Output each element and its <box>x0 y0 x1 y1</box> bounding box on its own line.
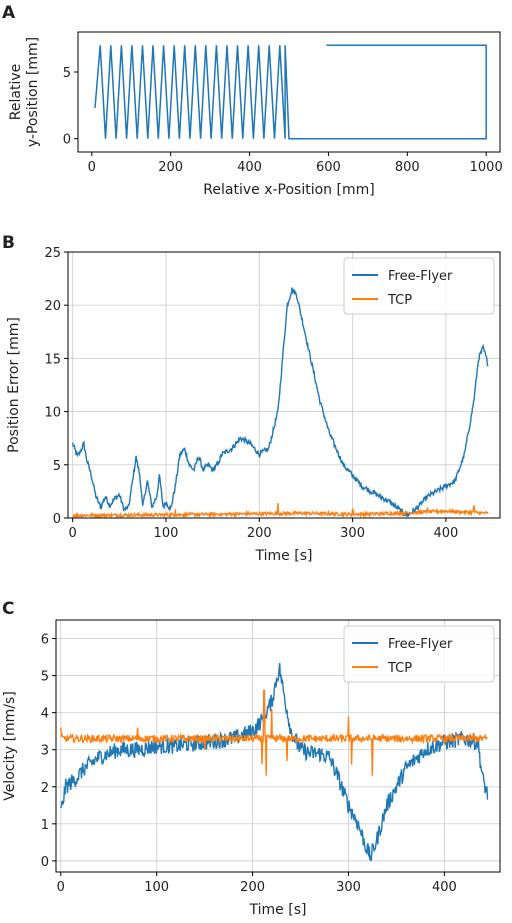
x-tick-label: 100 <box>144 880 169 895</box>
panel-letter: C <box>2 599 14 619</box>
x-tick-label: 200 <box>247 526 272 541</box>
series-line-free-flyer <box>72 287 489 518</box>
x-tick-label: 200 <box>240 880 265 895</box>
x-axis-label: Relative x-Position [mm] <box>203 182 374 198</box>
y-tick-label: 3 <box>41 744 49 759</box>
y-axis-label: Position Error [mm] <box>6 317 22 453</box>
panel-C: C 0 100 200 300 400 0 1 2 3 4 5 6 Time [s] Velocity [m… <box>2 599 501 918</box>
y-axis-label: Relativey-Position [mm] <box>8 37 41 147</box>
y-tick-label: 1 <box>41 818 49 833</box>
x-tick-label: 400 <box>432 880 457 895</box>
series-line-free-flyer <box>60 663 489 862</box>
legend-box <box>343 257 495 315</box>
y-tick-label: 20 <box>44 299 61 314</box>
y-tick-label: 0 <box>63 133 71 148</box>
series-line-tcp <box>60 689 488 776</box>
x-axis-label: Time [s] <box>249 902 307 918</box>
y-tick-label: 5 <box>53 459 61 474</box>
axes-frame <box>55 619 501 873</box>
y-tick-label: 6 <box>41 633 49 648</box>
y-tick-label: 2 <box>41 781 49 796</box>
y-tick-label: 5 <box>63 66 71 81</box>
x-tick-label: 400 <box>237 160 262 175</box>
x-tick-label: 400 <box>433 526 458 541</box>
panel-B: B 0 100 200 300 400 0 5 10 15 20 25 Time [s] Position… <box>2 233 501 564</box>
y-tick-label: 4 <box>41 707 49 722</box>
y-tick-label: 5 <box>41 670 49 685</box>
y-tick-label: 10 <box>44 406 61 421</box>
y-tick-label: 25 <box>44 246 61 261</box>
x-tick-label: 1000 <box>470 160 503 175</box>
x-tick-label: 800 <box>395 160 420 175</box>
x-tick-label: 300 <box>336 880 361 895</box>
panel-A: A 0 200 400 600 800 1000 0 5 Relative x-Position … <box>2 3 503 198</box>
x-axis-label: Time [s] <box>255 548 313 564</box>
y-axis-label: Velocity [mm/s] <box>2 691 18 801</box>
y-tick-label: 0 <box>53 512 61 527</box>
axes-frame <box>77 31 501 153</box>
x-tick-label: 0 <box>88 160 96 175</box>
legend-label: Free-Flyer <box>388 637 453 652</box>
x-tick-label: 600 <box>316 160 341 175</box>
y-tick-label: 0 <box>41 855 49 870</box>
legend: Free-Flyer TCP <box>343 257 495 315</box>
x-tick-label: 100 <box>154 526 179 541</box>
panel-letter: B <box>2 233 15 253</box>
legend-label: TCP <box>387 293 412 308</box>
legend: Free-Flyer TCP <box>343 625 495 683</box>
series-line-tcp <box>72 503 489 518</box>
x-tick-label: 0 <box>69 526 77 541</box>
legend-box <box>343 625 495 683</box>
legend-label: TCP <box>387 661 412 676</box>
x-tick-label: 0 <box>57 880 65 895</box>
legend-label: Free-Flyer <box>388 269 453 284</box>
axes-frame <box>67 251 501 519</box>
series-line-path <box>94 44 487 140</box>
y-tick-label: 15 <box>44 352 61 367</box>
x-tick-label: 300 <box>340 526 365 541</box>
panel-letter: A <box>2 3 16 23</box>
x-tick-label: 200 <box>158 160 183 175</box>
